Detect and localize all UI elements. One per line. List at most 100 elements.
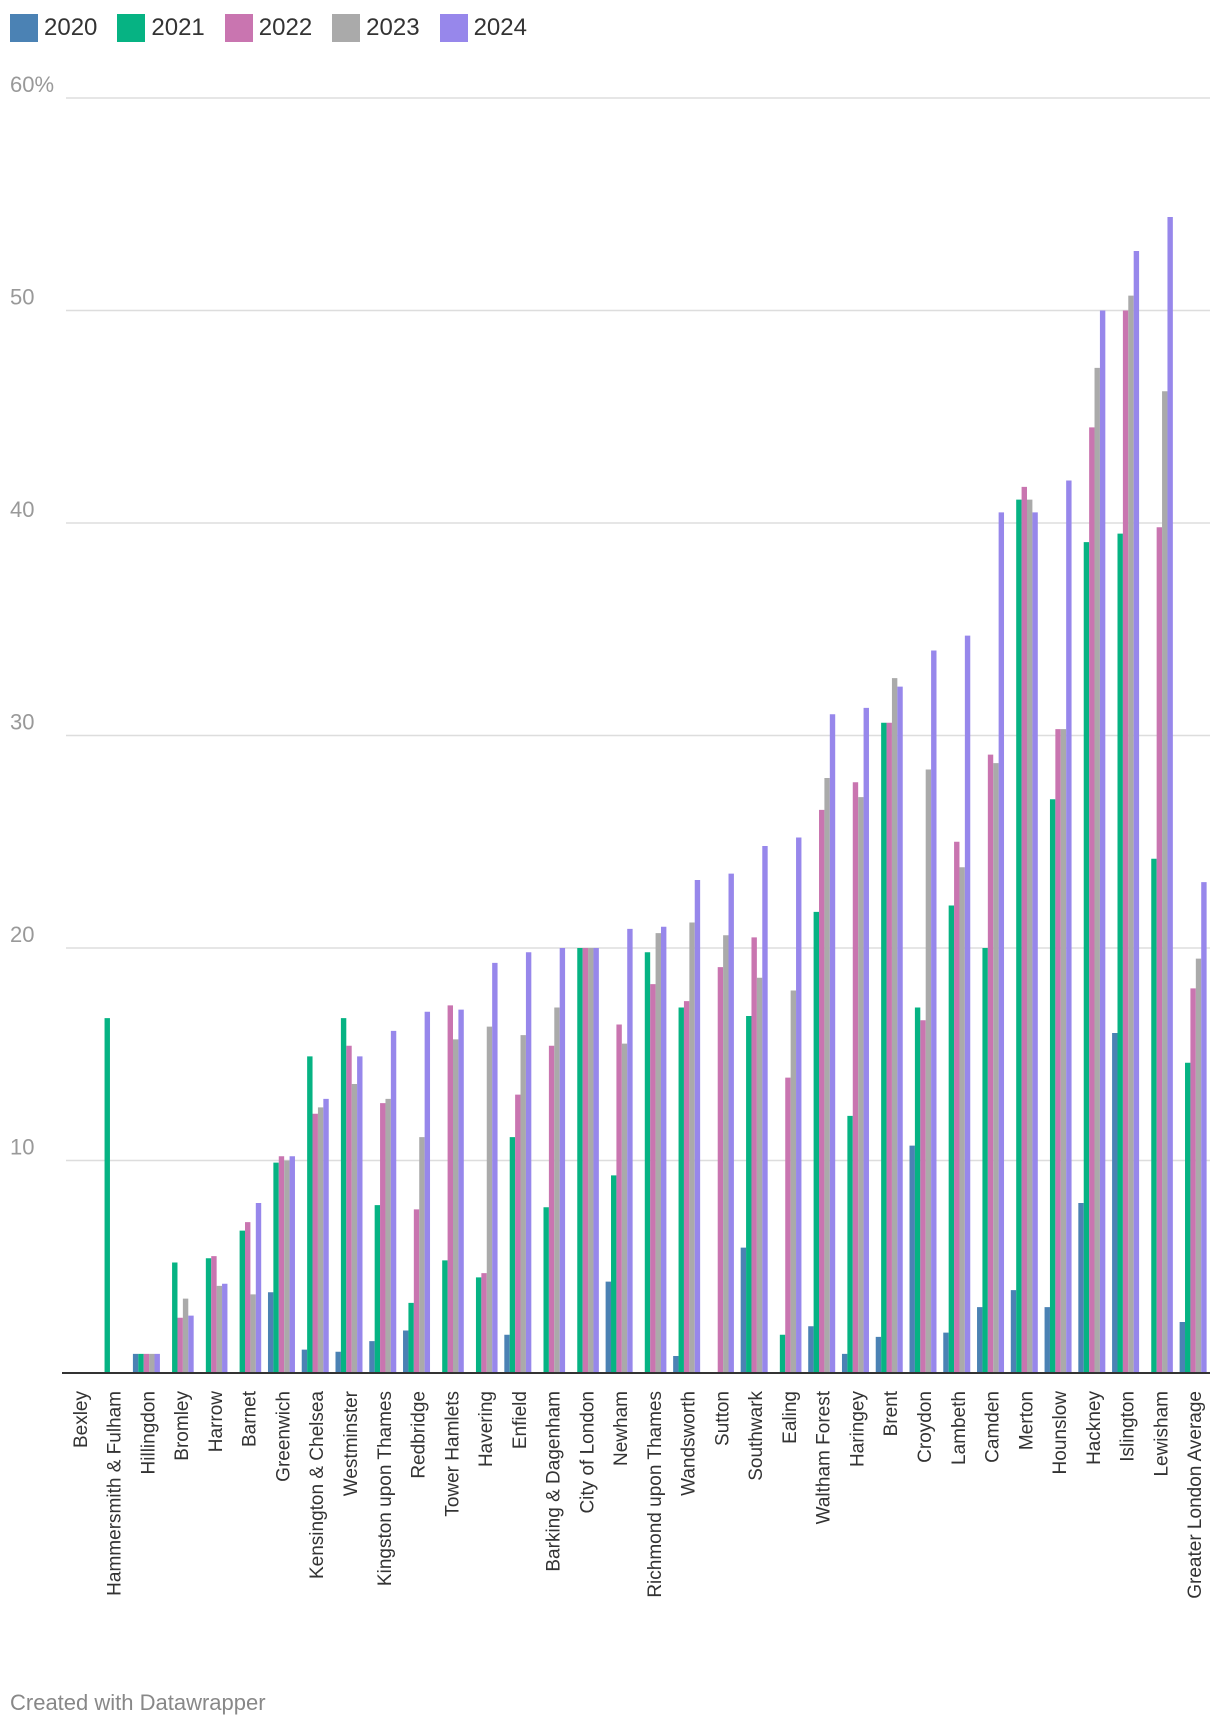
bar-2022 xyxy=(954,841,960,1373)
bar-2024 xyxy=(255,1203,262,1373)
bar-2020 xyxy=(605,1281,612,1373)
y-tick-label: 40 xyxy=(10,497,34,522)
x-tick-label: Kensington & Chelsea xyxy=(307,1391,328,1579)
bar-2023 xyxy=(149,1353,155,1373)
bar-2023 xyxy=(959,867,965,1373)
bar-2024 xyxy=(627,928,633,1373)
bar-2024 xyxy=(897,686,903,1373)
bar-2022 xyxy=(650,984,656,1373)
x-tick-label: Hammersmith & Fulham xyxy=(105,1391,126,1596)
bar-2020 xyxy=(403,1330,409,1373)
bar-2023 xyxy=(824,778,830,1373)
bar-2023 xyxy=(419,1137,425,1373)
bar-2022 xyxy=(886,722,892,1373)
bar-2024 xyxy=(660,926,667,1373)
bar-2022 xyxy=(245,1222,251,1373)
x-tick-label: Camden xyxy=(983,1391,1004,1463)
bar-2024 xyxy=(458,1009,464,1373)
bar-2024 xyxy=(492,962,498,1373)
datawrapper-credit: Created with Datawrapper xyxy=(10,1690,266,1715)
legend-swatch xyxy=(117,14,146,42)
bar-2021 xyxy=(543,1207,549,1373)
x-tick-label: Haringey xyxy=(847,1391,868,1468)
bar-2022 xyxy=(1190,988,1196,1373)
bar-2021 xyxy=(813,911,820,1373)
bar-2020 xyxy=(909,1145,915,1373)
bar-2021 xyxy=(1049,799,1056,1373)
bar-2021 xyxy=(374,1205,381,1373)
bar-2022 xyxy=(683,1001,690,1373)
bar-2021 xyxy=(509,1137,516,1373)
x-tick-label: Merton xyxy=(1016,1391,1037,1450)
legend-label: 2021 xyxy=(151,14,205,41)
x-tick-label: Waltham Forest xyxy=(814,1390,835,1524)
bar-2024 xyxy=(357,1056,363,1373)
y-tick-label: 20 xyxy=(10,922,34,947)
x-tick-label: Lewisham xyxy=(1151,1391,1172,1477)
bar-2022 xyxy=(785,1077,791,1373)
legend-label: 2023 xyxy=(366,14,420,41)
bar-2021 xyxy=(678,1007,684,1373)
bar-2022 xyxy=(380,1103,386,1373)
bar-2022 xyxy=(447,1005,453,1373)
bar-2020 xyxy=(808,1326,814,1373)
bar-2022 xyxy=(1021,486,1027,1373)
x-tick-label: Barking & Dagenham xyxy=(544,1391,565,1572)
bar-2024 xyxy=(1201,882,1207,1373)
x-tick-label: Tower Hamlets xyxy=(442,1391,463,1517)
bar-2022 xyxy=(1156,527,1163,1373)
bar-2021 xyxy=(307,1056,313,1373)
bar-2022 xyxy=(143,1353,150,1373)
x-tick-label: Westminster xyxy=(341,1390,362,1496)
legend-swatch xyxy=(332,14,361,42)
legend-item-2024: 2024 xyxy=(439,14,527,42)
chart-legend: 2020 2021 2022 2023 2024 xyxy=(10,12,547,44)
legend-label: 2024 xyxy=(473,14,527,41)
x-tick-label: Hillingdon xyxy=(138,1391,159,1474)
x-tick-label: Greater London Average xyxy=(1185,1391,1206,1599)
y-tick-label: 60% xyxy=(10,72,54,97)
bar-2020 xyxy=(740,1247,747,1373)
bar-2020 xyxy=(369,1341,375,1373)
bar-2023 xyxy=(486,1026,493,1373)
bar-2022 xyxy=(312,1113,318,1373)
bar-2024 xyxy=(525,952,532,1373)
bar-2022 xyxy=(751,937,757,1373)
bar-2022 xyxy=(616,1024,622,1373)
x-tick-label: Islington xyxy=(1118,1391,1139,1462)
bar-2024 xyxy=(1167,217,1173,1373)
x-tick-label: Hounslow xyxy=(1050,1391,1071,1475)
bar-2021 xyxy=(239,1230,246,1373)
bar-2021 xyxy=(408,1302,414,1373)
bar-2022 xyxy=(920,1020,926,1373)
bar-2021 xyxy=(340,1018,347,1373)
bar-2021 xyxy=(172,1262,178,1373)
bar-2023 xyxy=(891,678,898,1373)
bar-2024 xyxy=(1133,251,1140,1373)
legend-swatch xyxy=(439,14,468,42)
bar-2022 xyxy=(481,1273,487,1373)
bar-2023 xyxy=(351,1084,358,1373)
bar-2021 xyxy=(1185,1062,1191,1373)
bar-2021 xyxy=(475,1277,482,1373)
bar-2021 xyxy=(881,722,887,1373)
bar-2022 xyxy=(582,948,589,1373)
legend-swatch xyxy=(10,14,38,42)
bar-2022 xyxy=(211,1256,217,1373)
x-tick-label: Redbridge xyxy=(409,1391,430,1479)
bar-2022 xyxy=(1089,427,1095,1373)
bar-2021 xyxy=(948,905,955,1373)
x-tick-label: Greenwich xyxy=(273,1391,294,1482)
bar-2023 xyxy=(1026,499,1033,1373)
y-tick-label: 30 xyxy=(10,710,34,735)
bar-2024 xyxy=(931,650,937,1373)
bar-2021 xyxy=(1083,542,1090,1373)
bar-2022 xyxy=(1122,310,1129,1373)
y-tick-label: 50 xyxy=(10,285,34,310)
x-tick-label: City of London xyxy=(577,1391,598,1514)
bar-2023 xyxy=(756,977,763,1373)
bar-2020 xyxy=(1179,1322,1186,1373)
bar-2024 xyxy=(796,837,802,1373)
bar-2020 xyxy=(1112,1033,1118,1373)
